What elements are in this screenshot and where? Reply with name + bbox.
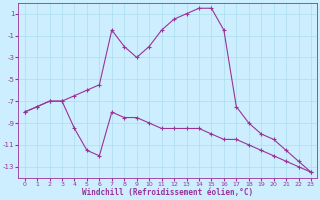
X-axis label: Windchill (Refroidissement éolien,°C): Windchill (Refroidissement éolien,°C) — [82, 188, 253, 197]
